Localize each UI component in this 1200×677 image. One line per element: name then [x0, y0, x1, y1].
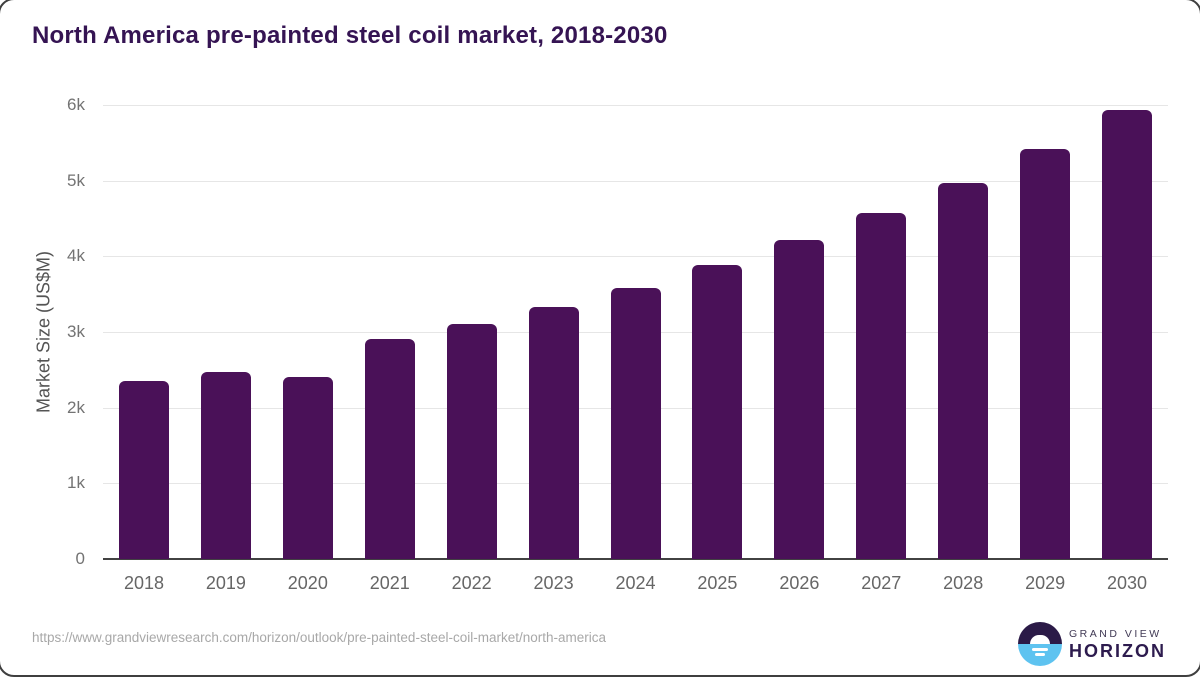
- plot-area: 6k 5k 4k 3k 2k 1k 0 2018 2019 2020 2021 2022 2023 202…: [67, 95, 1168, 593]
- x-tick-label-2024: 2024: [615, 573, 656, 593]
- x-tick-label-2028: 2028: [943, 573, 984, 593]
- bar-2025[interactable]: [692, 264, 743, 559]
- y-tick-label-2k: 2k: [67, 397, 85, 417]
- bar-2018[interactable]: [118, 381, 169, 559]
- horizon-sun-icon: [1018, 622, 1062, 666]
- y-tick-label-3k: 3k: [67, 322, 85, 341]
- source-url: https://www.grandviewresearch.com/horizo…: [32, 630, 606, 645]
- bar-2023[interactable]: [528, 307, 579, 559]
- x-tick-label-2022: 2022: [451, 573, 492, 593]
- x-tick-label-2025: 2025: [697, 573, 738, 593]
- grand-view-horizon-logo: GRAND VIEW HORIZON: [1018, 622, 1166, 666]
- y-tick-label-0: 0: [75, 549, 85, 568]
- x-tick-label-2018: 2018: [123, 573, 164, 593]
- bar-2019[interactable]: [200, 372, 251, 559]
- x-tick-label-2021: 2021: [369, 573, 410, 593]
- bar-2028[interactable]: [938, 182, 989, 559]
- y-tick-label-5k: 5k: [67, 170, 85, 190]
- y-tick-label-1k: 1k: [67, 473, 85, 493]
- x-tick-label-2030: 2030: [1107, 573, 1148, 593]
- gridline-4k: [103, 256, 1168, 258]
- x-tick-label-2019: 2019: [205, 573, 246, 593]
- bar-2030[interactable]: [1102, 110, 1153, 559]
- bar-2026[interactable]: [774, 239, 825, 559]
- x-tick-label-2023: 2023: [533, 573, 574, 593]
- bar-2024[interactable]: [610, 288, 661, 559]
- x-tick-label-2027: 2027: [861, 573, 902, 593]
- x-tick-label-2020: 2020: [287, 573, 328, 593]
- chart-title: North America pre-painted steel coil mar…: [32, 22, 668, 49]
- bar-2027[interactable]: [856, 213, 907, 559]
- bar-2029[interactable]: [1020, 148, 1071, 559]
- y-tick-label-4k: 4k: [67, 246, 85, 266]
- bar-2022[interactable]: [446, 323, 497, 559]
- logo-product-name: HORIZON: [1069, 640, 1166, 661]
- gridline-6k: [103, 105, 1168, 106]
- bar-2020[interactable]: [282, 377, 333, 559]
- logo-brand-name: GRAND VIEW: [1069, 627, 1162, 640]
- y-tick-label-6k: 6k: [67, 95, 85, 114]
- x-tick-label-2026: 2026: [779, 573, 820, 593]
- gridline-5k: [103, 180, 1168, 182]
- bar-2021[interactable]: [364, 338, 415, 559]
- x-tick-label-2029: 2029: [1025, 573, 1066, 593]
- x-axis-line: [103, 558, 1168, 560]
